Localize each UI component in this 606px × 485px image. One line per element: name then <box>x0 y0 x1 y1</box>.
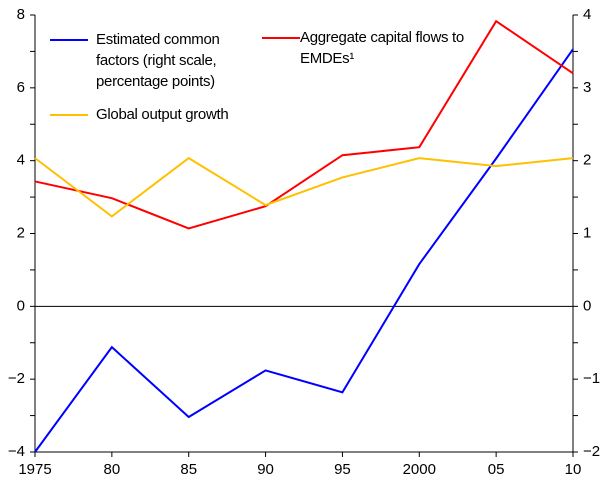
y2-tick-label: −2 <box>583 443 600 460</box>
y2-tick-label: 3 <box>583 79 591 96</box>
y2-tick-label: −1 <box>583 370 600 387</box>
x-tick-label: 2000 <box>403 461 436 478</box>
x-tick-label: 95 <box>334 461 351 478</box>
x-tick-label: 90 <box>257 461 274 478</box>
y-tick-label: 8 <box>17 6 25 23</box>
y-tick-label: 2 <box>17 224 25 241</box>
y-tick-label: 0 <box>17 297 25 314</box>
x-tick-label: 85 <box>180 461 197 478</box>
y2-tick-label: 2 <box>583 152 591 169</box>
x-tick-label: 05 <box>488 461 505 478</box>
legend-label: Aggregate capital flows to EMDEs¹ <box>300 29 464 67</box>
x-tick-label: 10 <box>565 461 582 478</box>
x-tick-label: 80 <box>104 461 121 478</box>
y-tick-label: −2 <box>8 370 25 387</box>
y2-tick-label: 1 <box>583 224 591 241</box>
y2-tick-label: 4 <box>583 6 591 23</box>
series-line <box>34 48 574 453</box>
y-tick-label: 4 <box>17 152 25 169</box>
y2-tick-label: 0 <box>583 297 591 314</box>
series-line <box>34 19 574 230</box>
legend-label: Estimated common factors (right scale, p… <box>96 31 220 90</box>
series-line <box>34 156 574 218</box>
x-tick-label: 1975 <box>18 461 51 478</box>
y-tick-label: −4 <box>8 443 25 460</box>
y-tick-label: 6 <box>17 79 25 96</box>
legend-label: Global output growth <box>96 106 229 123</box>
